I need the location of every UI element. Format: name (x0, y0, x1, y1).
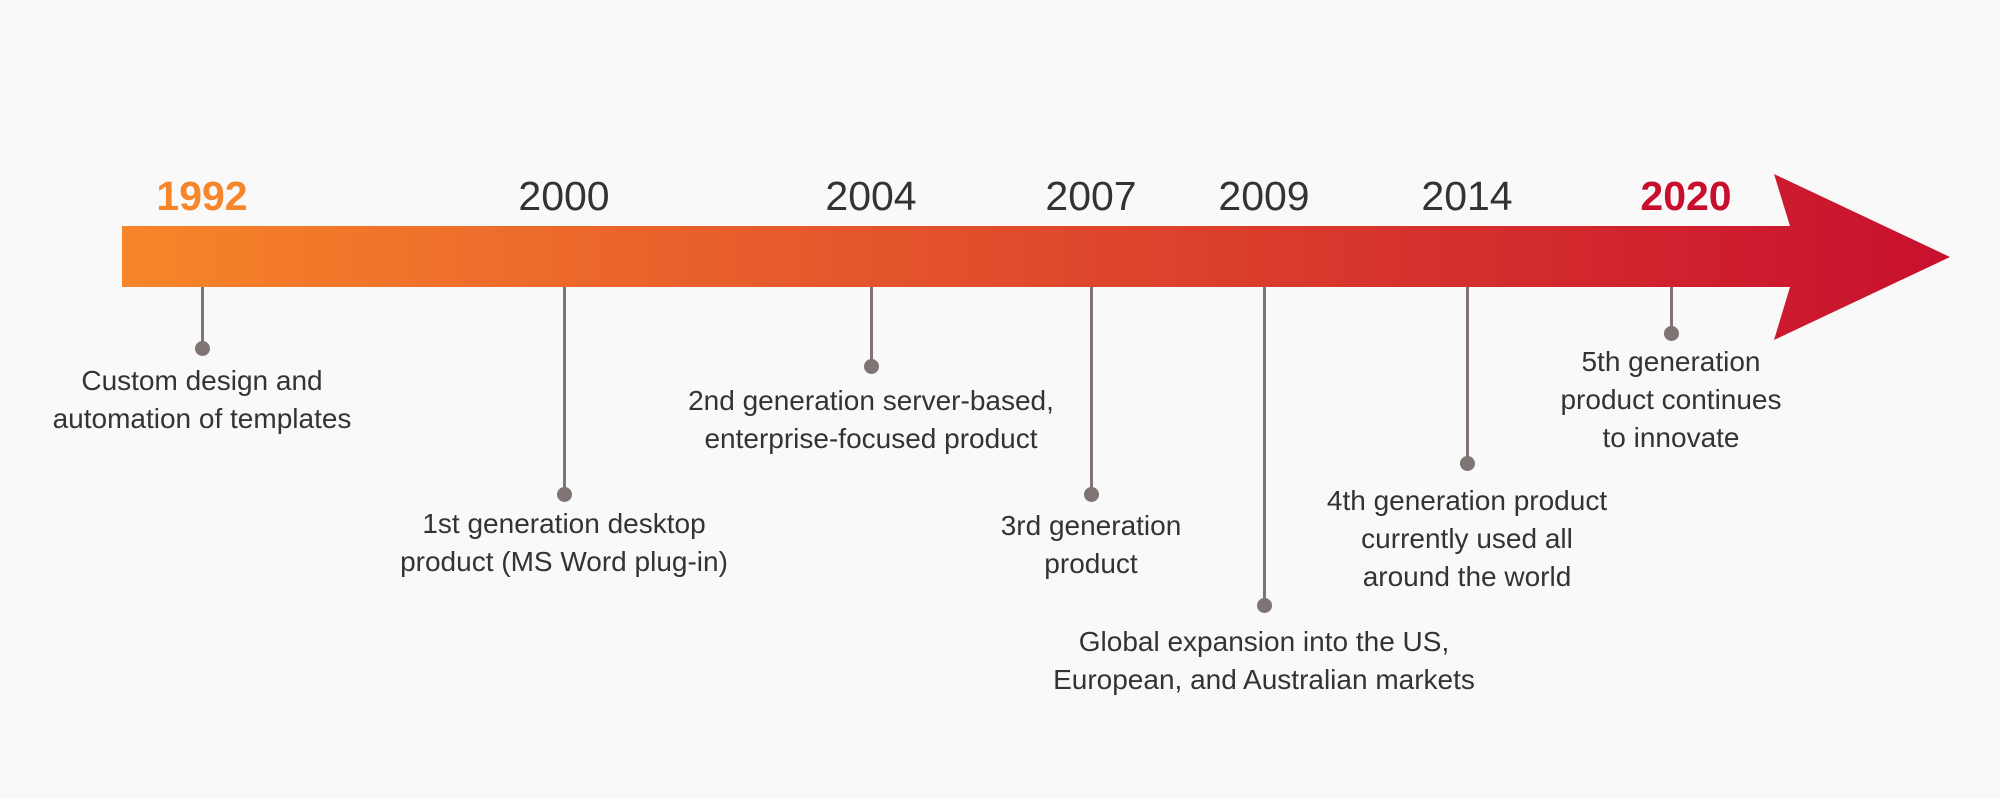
milestone-2007-description: 3rd generation product (861, 507, 1321, 583)
description-line: currently used all (1361, 523, 1573, 554)
marker-dot-2004 (863, 359, 879, 374)
description-line: 2nd generation server-based, (688, 385, 1054, 416)
milestone-2020-description: 5th generation product continues to inno… (1441, 343, 1901, 457)
description-line: around the world (1362, 561, 1572, 592)
marker-dot-1992 (194, 341, 210, 356)
milestone-2000-description: 1st generation desktop product (MS Word … (334, 505, 794, 581)
connector-1992 (200, 287, 204, 348)
description-line: 3rd generation (1000, 510, 1182, 541)
connector-2000 (562, 287, 566, 494)
marker-dot-2020 (1663, 326, 1679, 341)
description-line: product continues (1560, 384, 1782, 415)
description-line: 5th generation (1581, 346, 1761, 377)
description-line: automation of templates (52, 403, 352, 434)
marker-dot-2014 (1459, 456, 1475, 471)
connector-2009 (1262, 287, 1266, 605)
description-line: product (1044, 548, 1138, 579)
year-2007: 2007 (1045, 173, 1137, 219)
description-line: Custom design and (81, 365, 323, 396)
marker-dot-2000 (556, 487, 572, 502)
year-2014: 2014 (1421, 173, 1513, 219)
milestone-2004-description: 2nd generation server-based, enterprise-… (641, 382, 1101, 458)
description-line: European, and Australian markets (1053, 664, 1475, 695)
milestone-2009-description: Global expansion into the US, European, … (1034, 623, 1494, 699)
description-line: product (MS Word plug-in) (400, 546, 728, 577)
marker-dot-2009 (1256, 598, 1272, 613)
arrow-shape (122, 174, 1950, 340)
milestone-2014-description: 4th generation product currently used al… (1237, 482, 1697, 596)
description-line: 1st generation desktop (422, 508, 706, 539)
year-2004: 2004 (825, 173, 917, 219)
connector-2020 (1669, 287, 1673, 334)
connector-2007 (1089, 287, 1093, 494)
milestone-1992-description: Custom design and automation of template… (0, 362, 432, 438)
connector-2014 (1465, 287, 1469, 463)
year-2020: 2020 (1640, 173, 1732, 219)
year-1992: 1992 (156, 173, 248, 219)
description-line: to innovate (1602, 422, 1740, 453)
year-2009: 2009 (1218, 173, 1310, 219)
connector-2004 (869, 287, 873, 366)
marker-dot-2007 (1083, 487, 1099, 502)
description-line: 4th generation product (1326, 485, 1608, 516)
year-2000: 2000 (518, 173, 610, 219)
description-line: enterprise-focused product (704, 423, 1038, 454)
description-line: Global expansion into the US, (1078, 626, 1450, 657)
